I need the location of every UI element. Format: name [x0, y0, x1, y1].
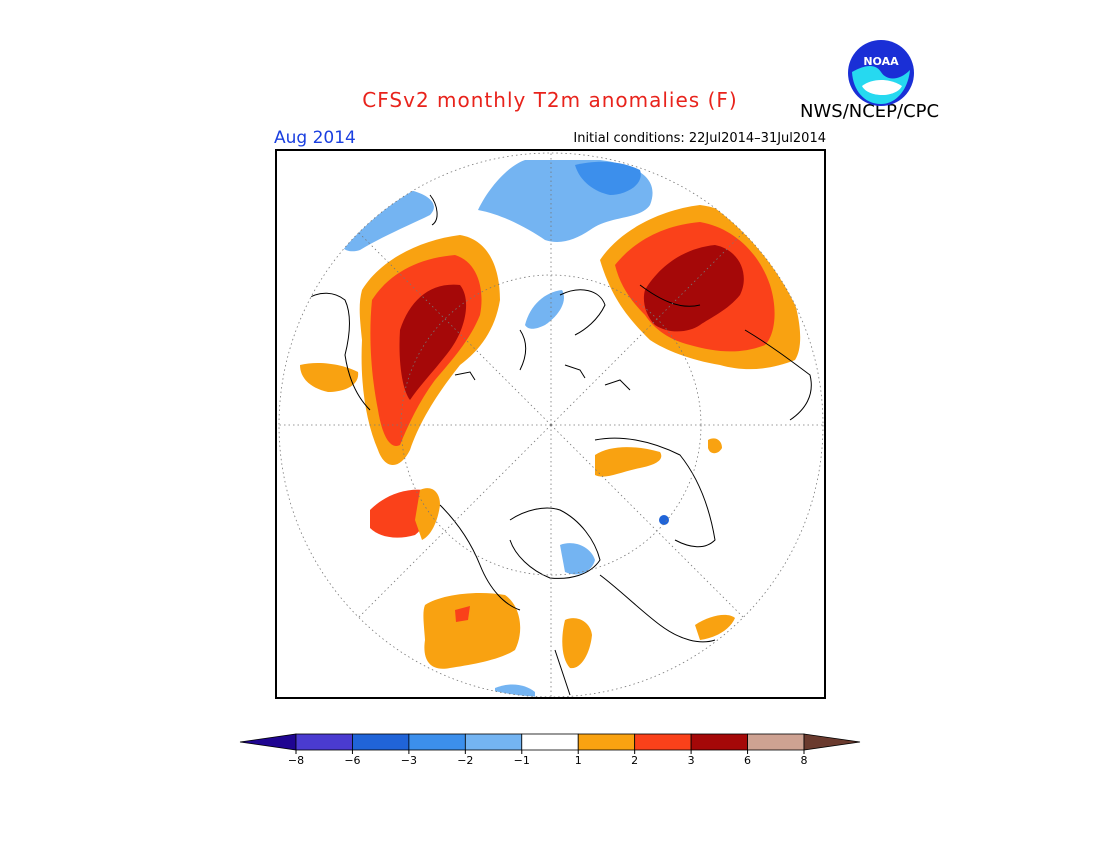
colorbar-bin — [408, 733, 466, 751]
colorbar-label: −1 — [514, 754, 530, 767]
chart-title: CFSv2 monthly T2m anomalies (F) — [362, 88, 738, 112]
anomaly-orange-west-coast — [300, 362, 359, 392]
colorbar-label: −8 — [288, 754, 304, 767]
colorbar-label: −3 — [401, 754, 417, 767]
colorbar-bin — [352, 733, 410, 751]
colorbar-label: −2 — [457, 754, 473, 767]
anomaly-dark-red-east — [643, 245, 744, 332]
graticule — [278, 152, 824, 698]
colorbar-label: 3 — [688, 754, 695, 767]
anomaly-blue-north-atlantic — [575, 161, 641, 195]
anomaly-red-north-america — [370, 489, 429, 538]
map-frame — [275, 149, 826, 699]
colorbar-bin — [295, 733, 353, 751]
anomaly-dark-red-west — [399, 284, 467, 400]
agency-label: NWS/NCEP/CPC — [800, 101, 940, 122]
forecast-month: Aug 2014 — [274, 128, 356, 148]
colorbar-bin — [747, 733, 805, 751]
anomaly-orange-south — [562, 618, 592, 669]
anomaly-blue-spot — [659, 515, 669, 525]
anomaly-orange-siberia — [595, 447, 662, 477]
colorbar-bin — [577, 733, 636, 751]
anomaly-light-blue-greenland-sea — [525, 290, 565, 329]
anomaly-orange-north-america — [415, 488, 440, 540]
colorbar-label: 8 — [801, 754, 808, 767]
anomaly-red-south-west — [455, 606, 470, 622]
anomaly-orange-south-west — [423, 593, 521, 669]
anomaly-orange-asia-south — [695, 614, 735, 640]
anomaly-light-blue-canadian-archipelago — [560, 543, 595, 575]
colorbar-label: 2 — [631, 754, 638, 767]
colorbar-bin — [690, 733, 748, 751]
anomaly-orange-east-asia — [708, 438, 722, 454]
colorbar-bins — [239, 733, 861, 751]
colorbar-bin — [239, 733, 297, 751]
initial-conditions: Initial conditions: 22Jul2014–31Jul2014 — [573, 131, 826, 146]
noaa-logo-text: NOAA — [863, 55, 899, 68]
colorbar-bin — [634, 733, 692, 751]
colorbar-bin — [464, 733, 523, 751]
colorbar-label: −6 — [344, 754, 360, 767]
colorbar-label: 6 — [744, 754, 751, 767]
noaa-logo: NOAA — [848, 40, 914, 106]
colorbar-labels: −8 −6 −3 −2 −1 1 2 3 6 8 — [288, 750, 808, 767]
colorbar-bin — [521, 733, 579, 751]
colorbar-label: 1 — [575, 754, 582, 767]
colorbar-bin — [803, 733, 861, 751]
coastlines — [304, 194, 812, 696]
